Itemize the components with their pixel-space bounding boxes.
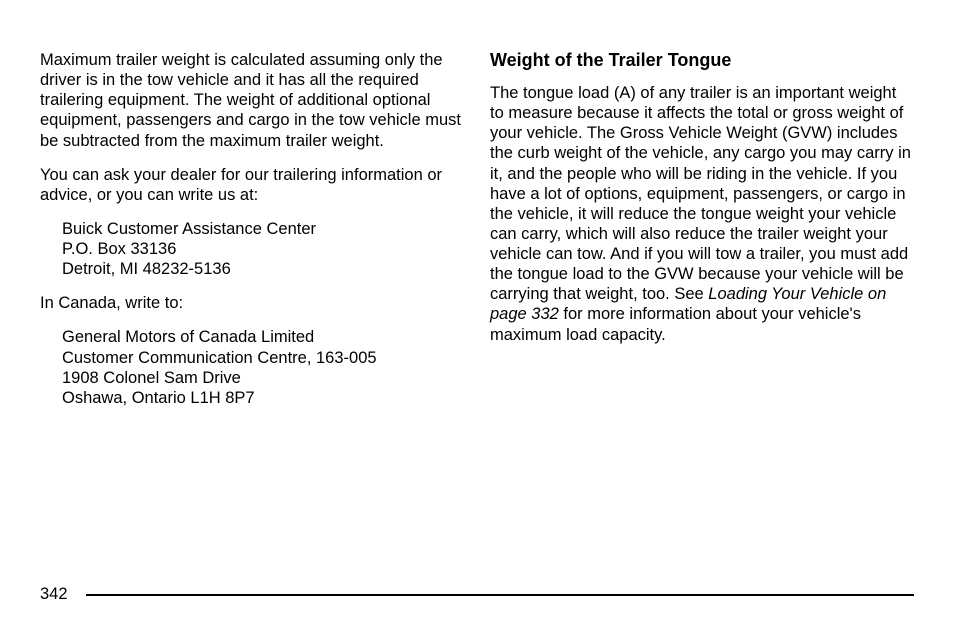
right-column: Weight of the Trailer Tongue The tongue … [490,50,914,422]
body-paragraph: The tongue load (A) of any trailer is an… [490,83,914,345]
address-line: Customer Communication Centre, 163-005 [62,348,464,368]
address-line: General Motors of Canada Limited [62,327,464,347]
address-line: Detroit, MI 48232-5136 [62,259,464,279]
page-footer: 342 [40,585,914,604]
footer-rule [86,594,914,596]
body-text: The tongue load (A) of any trailer is an… [490,84,911,303]
address-block-canada: General Motors of Canada Limited Custome… [62,327,464,408]
address-block-us: Buick Customer Assistance Center P.O. Bo… [62,219,464,279]
columns-wrapper: Maximum trailer weight is calculated ass… [40,50,914,422]
address-line: Oshawa, Ontario L1H 8P7 [62,388,464,408]
left-column: Maximum trailer weight is calculated ass… [40,50,464,422]
page-number: 342 [40,585,68,604]
address-line: P.O. Box 33136 [62,239,464,259]
address-line: 1908 Colonel Sam Drive [62,368,464,388]
page-container: Maximum trailer weight is calculated ass… [0,0,954,636]
section-heading: Weight of the Trailer Tongue [490,50,914,71]
body-paragraph: Maximum trailer weight is calculated ass… [40,50,464,151]
body-paragraph: You can ask your dealer for our traileri… [40,165,464,205]
address-line: Buick Customer Assistance Center [62,219,464,239]
body-paragraph: In Canada, write to: [40,293,464,313]
